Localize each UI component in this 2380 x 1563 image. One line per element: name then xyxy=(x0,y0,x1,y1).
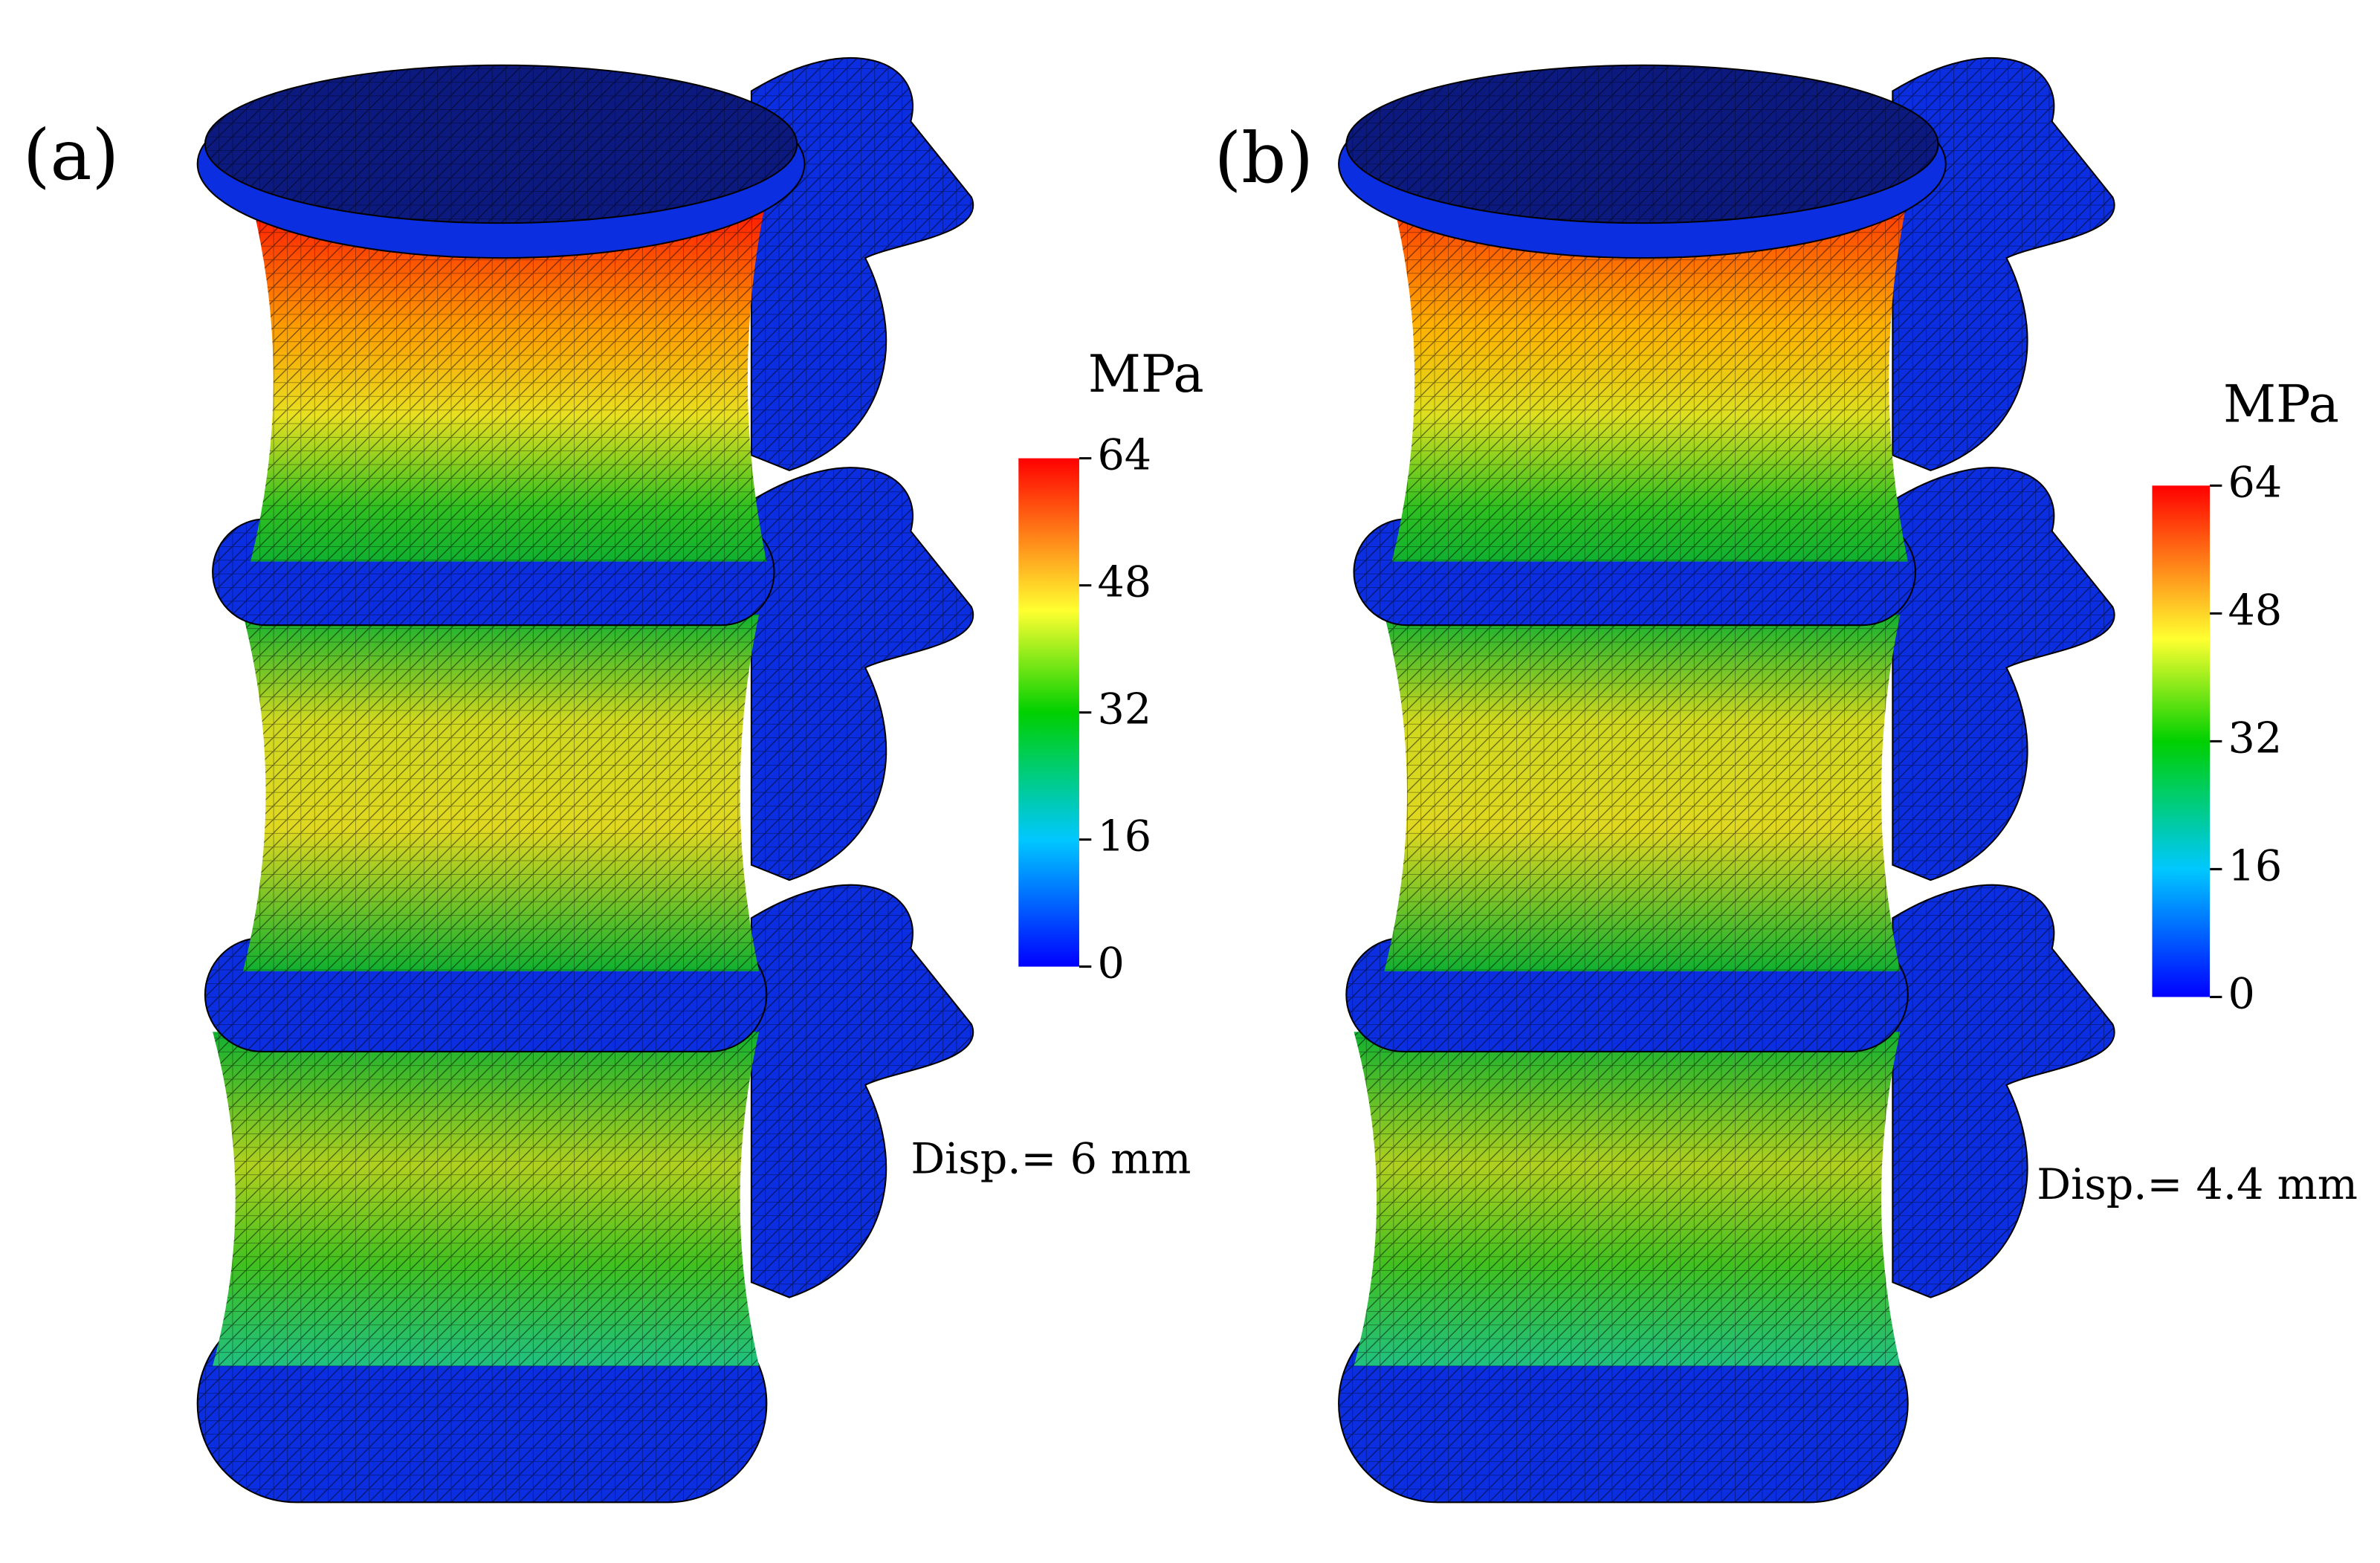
mesh xyxy=(751,884,974,1298)
panel-label: (b) xyxy=(1215,118,1313,199)
colorbar-tick-label: 32 xyxy=(1097,685,1151,734)
mesh xyxy=(1892,884,2115,1298)
colorbar xyxy=(2152,485,2211,997)
colorbar-unit: MPa xyxy=(1088,345,1204,404)
spine-model xyxy=(1338,57,2115,1504)
colorbar-tick-label: 48 xyxy=(1097,558,1151,607)
annotation: Disp.= 4.4 mm xyxy=(2037,1160,2358,1209)
mesh xyxy=(751,57,974,470)
mesh xyxy=(1354,1032,1901,1366)
mesh xyxy=(242,614,760,971)
mesh xyxy=(1391,197,1908,562)
colorbar-tick-label: 32 xyxy=(2228,713,2283,763)
mesh xyxy=(250,197,767,562)
models xyxy=(196,57,2115,1504)
spine-model xyxy=(196,57,974,1504)
colorbar xyxy=(1018,458,1079,967)
mesh xyxy=(1892,467,2115,881)
colorbar-tick-label: 16 xyxy=(1097,812,1151,861)
mesh xyxy=(1384,614,1901,971)
colorbar-tick-label: 0 xyxy=(1097,939,1124,988)
colorbar-tick-label: 64 xyxy=(1097,431,1151,480)
colorbar-unit: MPa xyxy=(2223,375,2339,435)
colorbar-tick-label: 64 xyxy=(2228,458,2283,507)
colorbar-tick-label: 48 xyxy=(2228,586,2283,635)
mesh xyxy=(213,1032,760,1366)
mesh xyxy=(1346,65,1938,224)
mesh xyxy=(751,467,974,881)
colorbar-tick-label: 16 xyxy=(2228,841,2283,890)
annotation: Disp.= 6 mm xyxy=(911,1134,1191,1183)
mesh xyxy=(1892,57,2115,470)
panel-label: (a) xyxy=(23,115,119,196)
mesh xyxy=(204,65,798,224)
colorbar-tick-label: 0 xyxy=(2228,969,2255,1018)
